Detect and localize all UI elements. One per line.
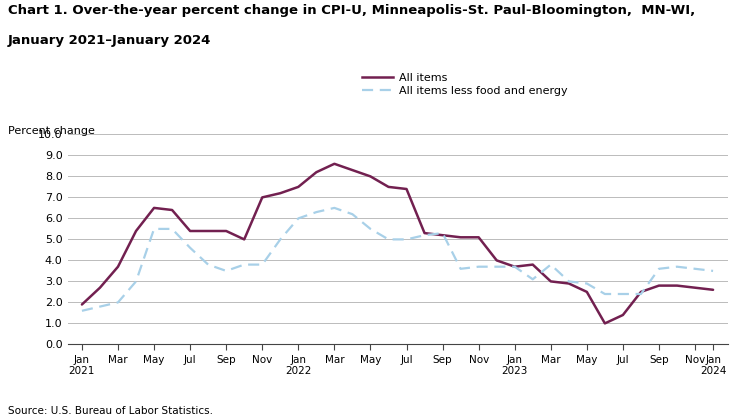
Text: January 2021–January 2024: January 2021–January 2024 <box>8 34 211 47</box>
Text: Source: U.S. Bureau of Labor Statistics.: Source: U.S. Bureau of Labor Statistics. <box>8 406 212 416</box>
Legend: All items, All items less food and energy: All items, All items less food and energ… <box>362 73 568 96</box>
Text: Percent change: Percent change <box>8 126 94 136</box>
Text: Chart 1. Over-the-year percent change in CPI-U, Minneapolis-St. Paul-Bloomington: Chart 1. Over-the-year percent change in… <box>8 4 694 17</box>
